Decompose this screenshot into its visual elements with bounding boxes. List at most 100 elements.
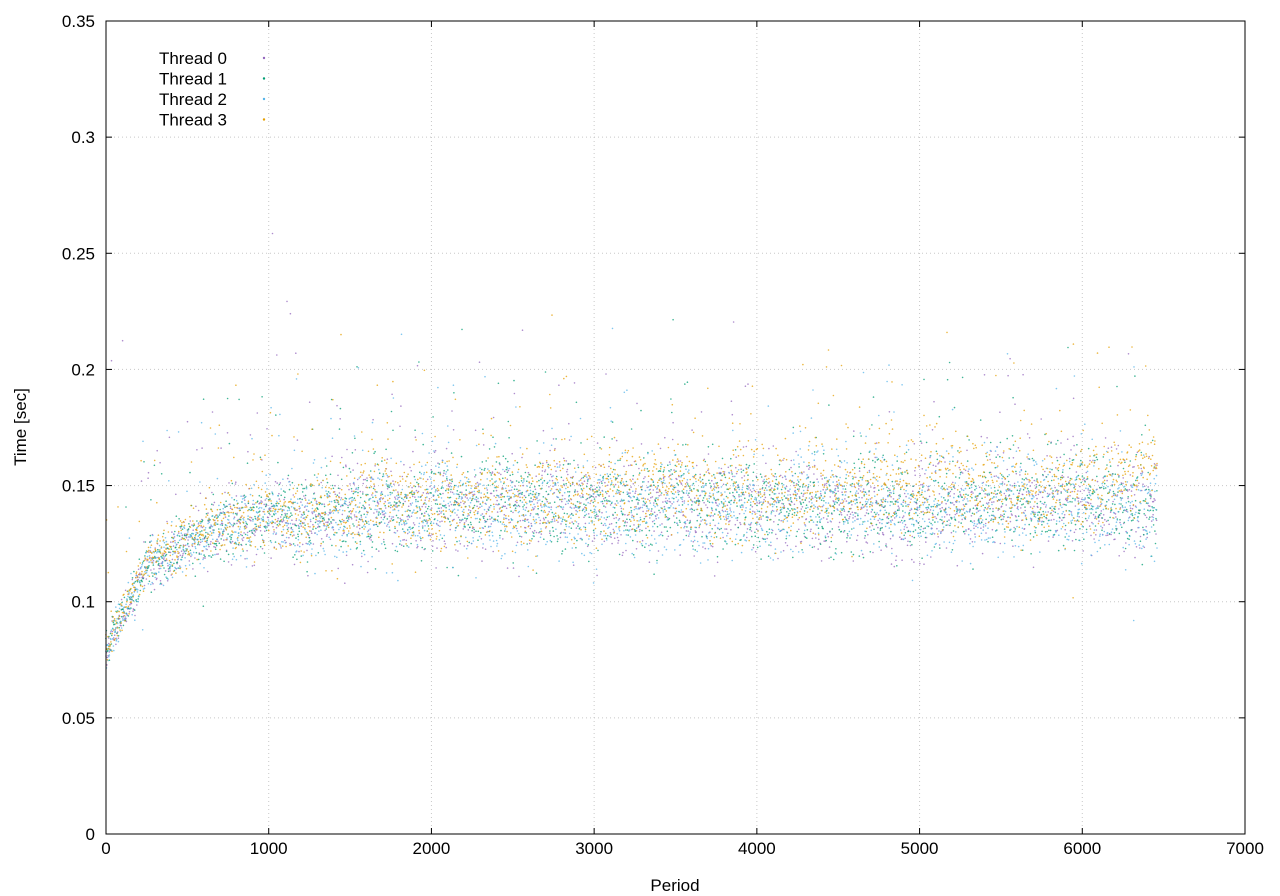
data-point — [540, 533, 543, 535]
data-point — [219, 533, 221, 536]
data-point — [383, 543, 386, 546]
series-2-points — [105, 327, 1158, 669]
data-point — [534, 488, 537, 491]
data-point — [711, 509, 714, 512]
data-point — [1099, 547, 1102, 549]
data-point — [772, 445, 775, 447]
data-point — [697, 504, 700, 507]
data-point — [517, 490, 519, 493]
data-point — [109, 632, 112, 635]
data-point — [329, 538, 332, 541]
data-point — [964, 469, 967, 472]
data-point — [315, 516, 318, 518]
data-point — [415, 500, 417, 503]
data-point — [1020, 497, 1022, 500]
data-point — [843, 510, 846, 512]
data-point — [233, 498, 236, 501]
data-point — [964, 533, 966, 535]
data-point — [758, 501, 761, 504]
data-point — [268, 507, 271, 509]
data-point — [907, 530, 910, 533]
data-point — [468, 541, 471, 544]
data-point — [429, 485, 431, 488]
data-point — [931, 512, 934, 515]
data-point — [174, 530, 176, 533]
data-point — [428, 514, 430, 517]
data-point — [220, 528, 222, 530]
data-point — [760, 558, 762, 560]
data-point — [1073, 444, 1075, 447]
data-point — [190, 555, 192, 558]
data-point — [392, 509, 394, 511]
data-point — [150, 540, 153, 542]
data-point — [962, 509, 965, 511]
data-point — [1035, 483, 1038, 486]
data-point — [1149, 505, 1151, 508]
data-point — [200, 553, 202, 555]
data-point — [148, 565, 150, 567]
data-point — [132, 594, 135, 596]
data-point — [203, 567, 205, 569]
data-point — [1044, 501, 1046, 504]
data-point — [312, 523, 314, 526]
data-point — [759, 473, 762, 476]
data-point — [184, 552, 187, 555]
data-point — [287, 506, 290, 508]
data-point — [447, 483, 450, 486]
data-point — [259, 521, 262, 524]
data-point — [586, 534, 588, 536]
data-point — [502, 455, 505, 458]
data-point — [1077, 500, 1080, 502]
data-point — [312, 462, 315, 464]
data-point — [248, 530, 251, 532]
data-point — [159, 583, 161, 585]
data-point — [574, 489, 576, 491]
data-point — [226, 397, 229, 400]
data-point — [110, 359, 113, 362]
data-point — [169, 551, 172, 554]
data-point — [117, 637, 120, 639]
data-point — [1006, 437, 1008, 440]
data-point — [658, 509, 660, 512]
data-point — [417, 534, 419, 537]
data-point — [823, 484, 826, 487]
data-point — [457, 516, 460, 519]
data-point — [796, 493, 799, 495]
data-point — [1139, 509, 1141, 511]
data-point — [875, 499, 878, 502]
data-point — [318, 503, 321, 506]
data-point — [546, 473, 549, 476]
data-point — [288, 488, 291, 491]
data-point — [805, 518, 808, 520]
data-point — [395, 504, 397, 506]
data-point — [906, 544, 909, 547]
data-point — [596, 486, 598, 489]
data-point — [1067, 488, 1070, 491]
data-point — [783, 505, 785, 507]
data-point — [664, 514, 667, 516]
data-point — [1140, 451, 1143, 454]
data-point — [1082, 478, 1084, 481]
data-point — [904, 523, 907, 526]
data-point — [230, 564, 233, 566]
data-point — [182, 552, 184, 555]
series-1-points — [105, 318, 1158, 661]
data-point — [128, 537, 131, 539]
data-point — [632, 478, 634, 481]
data-point — [119, 630, 122, 633]
data-point — [149, 541, 151, 544]
data-point — [1089, 502, 1092, 505]
data-point — [535, 531, 538, 534]
data-point — [721, 457, 724, 460]
data-point — [244, 533, 247, 536]
data-point — [777, 523, 779, 526]
data-point — [457, 493, 459, 496]
data-point — [577, 466, 580, 469]
data-point — [916, 506, 919, 509]
data-point — [646, 510, 648, 512]
data-point — [434, 449, 437, 452]
data-point — [241, 501, 243, 503]
data-point — [235, 531, 237, 533]
data-point — [744, 385, 747, 388]
data-point — [597, 549, 599, 552]
